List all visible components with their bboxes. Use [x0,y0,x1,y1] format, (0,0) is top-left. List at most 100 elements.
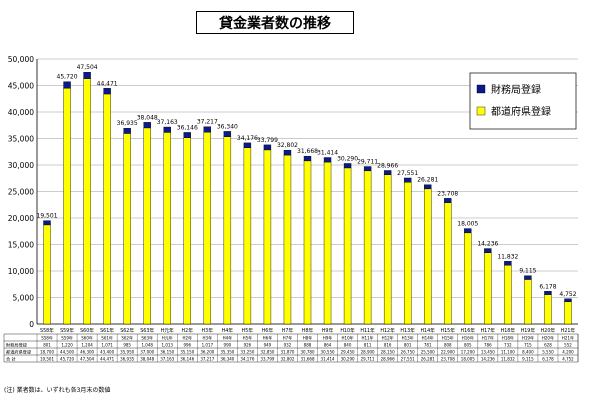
y-tick-label: 15,000 [8,241,34,250]
table-cell: 36,340 [220,356,234,361]
y-tick-label: 5,000 [13,294,35,303]
chart-title: 貸金業者数の推移 [196,11,354,34]
table-cell: 888 [304,342,312,347]
table-cell: 31,414 [321,356,335,361]
table-cell: 36,146 [180,356,194,361]
bar-finance-bureau-segment [303,155,312,162]
table-cell: 23,708 [441,356,455,361]
bar-finance-bureau-segment [383,170,392,176]
table-header-cell: H20年 [542,335,554,341]
bar-total-label: 37,217 [197,119,218,126]
x-tick-label: H10年 [340,327,355,334]
table-cell: 811 [364,342,372,347]
table-cell: 28,966 [381,356,395,361]
bar-total-label: 14,236 [477,241,498,248]
table-cell: 1,220 [61,342,73,347]
legend-label-finance-bureau: 財務局登録 [491,83,541,96]
bar-finance-bureau-segment [343,163,352,169]
bar-prefecture-segment [83,78,91,325]
table-cell: 29,711 [361,356,375,361]
bar-prefecture-segment [163,132,171,325]
table-cell: 31,870 [280,349,294,354]
table-cell: 29,450 [341,349,355,354]
table-cell: 985 [123,342,131,347]
table-cell: 35,150 [180,349,194,354]
x-tick-label: H17年 [481,327,496,334]
bar-finance-bureau-segment [363,166,372,172]
bar-finance-bureau-segment [263,144,272,151]
table-cell: 781 [424,342,432,347]
bar-total-label: 36,340 [217,123,238,130]
bar-prefecture-segment [464,232,472,325]
x-tick-label: H8年 [302,327,314,334]
bar-prefecture-segment [424,188,432,325]
table-header-cell: H13年 [402,335,414,341]
bar-prefecture-segment [383,174,392,325]
bar-total-label: 18,005 [457,221,478,228]
x-tick-label: H7年 [282,327,294,334]
x-tick-label: H11年 [360,327,375,334]
table-cell: 628 [544,342,552,347]
table-cell: 14,236 [481,356,495,361]
table-cell: 32,802 [280,356,294,361]
table-header-cell: H元年 [162,335,173,341]
table-header-cell: S58年 [41,335,53,341]
table-cell: 36,935 [120,356,134,361]
bar-prefecture-segment [343,167,352,325]
table-cell: 26,281 [421,356,435,361]
bar-finance-bureau-segment [223,131,232,137]
bar-finance-bureau-segment [444,198,452,203]
table-header-cell: H7年 [283,335,293,341]
table-cell: 37,217 [200,356,214,361]
table-cell: 35,950 [120,349,134,354]
table-header-cell: H4年 [223,335,233,341]
legend-swatch-prefecture [476,106,486,116]
bar-total-label: 29,711 [357,159,378,166]
table-header-cell: H10年 [342,335,354,341]
table-cell: 34,176 [240,356,254,361]
table-header-cell: H14年 [422,335,434,341]
bar-total-label: 4,752 [559,291,576,298]
table-cell: 11,100 [501,349,515,354]
x-tick-label: H6年 [262,327,274,334]
bar-prefecture-segment [544,294,552,325]
bar-prefecture-segment [283,154,292,325]
table-cell: 1,013 [162,342,174,347]
table-cell: 19,501 [40,356,54,361]
table-cell: 5,550 [542,349,554,354]
bar-total-label: 36,146 [177,124,198,131]
table-cell: 43,400 [100,349,114,354]
bar-prefecture-segment [303,160,312,325]
bar-prefecture-segment [203,131,212,325]
table-header-cell: H5年 [243,335,253,341]
table-header-cell: H3年 [203,335,213,341]
table-cell: 18,005 [461,356,475,361]
table-cell: 926 [244,342,252,347]
table-header-cell: H16年 [462,335,474,341]
bar-total-label: 44,471 [97,80,118,87]
bar-finance-bureau-segment [504,261,512,266]
table-cell: 4,752 [562,356,574,361]
table-header-cell: H15年 [442,335,454,341]
x-tick-label: H19年 [521,327,536,334]
bar-prefecture-segment [444,202,452,325]
table-row-label: 財務局登録 [6,341,28,348]
table-cell: 30,550 [321,349,335,354]
bar-finance-bureau-segment [484,248,492,253]
bar-total-label: 11,832 [497,253,518,260]
x-tick-label: H18年 [501,327,516,334]
x-tick-label: H5年 [242,327,254,334]
bar-finance-bureau-segment [243,142,252,148]
table-cell: 732 [504,342,512,347]
bar-finance-bureau-segment [103,88,111,95]
table-cell: 44,500 [60,349,74,354]
bar-prefecture-segment [63,87,71,325]
bar-finance-bureau-segment [424,184,432,190]
table-cell: 44,471 [100,356,114,361]
table-header-cell: H17年 [482,335,494,341]
table-cell: 47,504 [80,356,94,361]
table-cell: 30,780 [301,349,315,354]
table-cell: 31,668 [301,356,315,361]
bar-total-label: 30,290 [337,155,358,162]
table-cell: 4,200 [562,349,574,354]
